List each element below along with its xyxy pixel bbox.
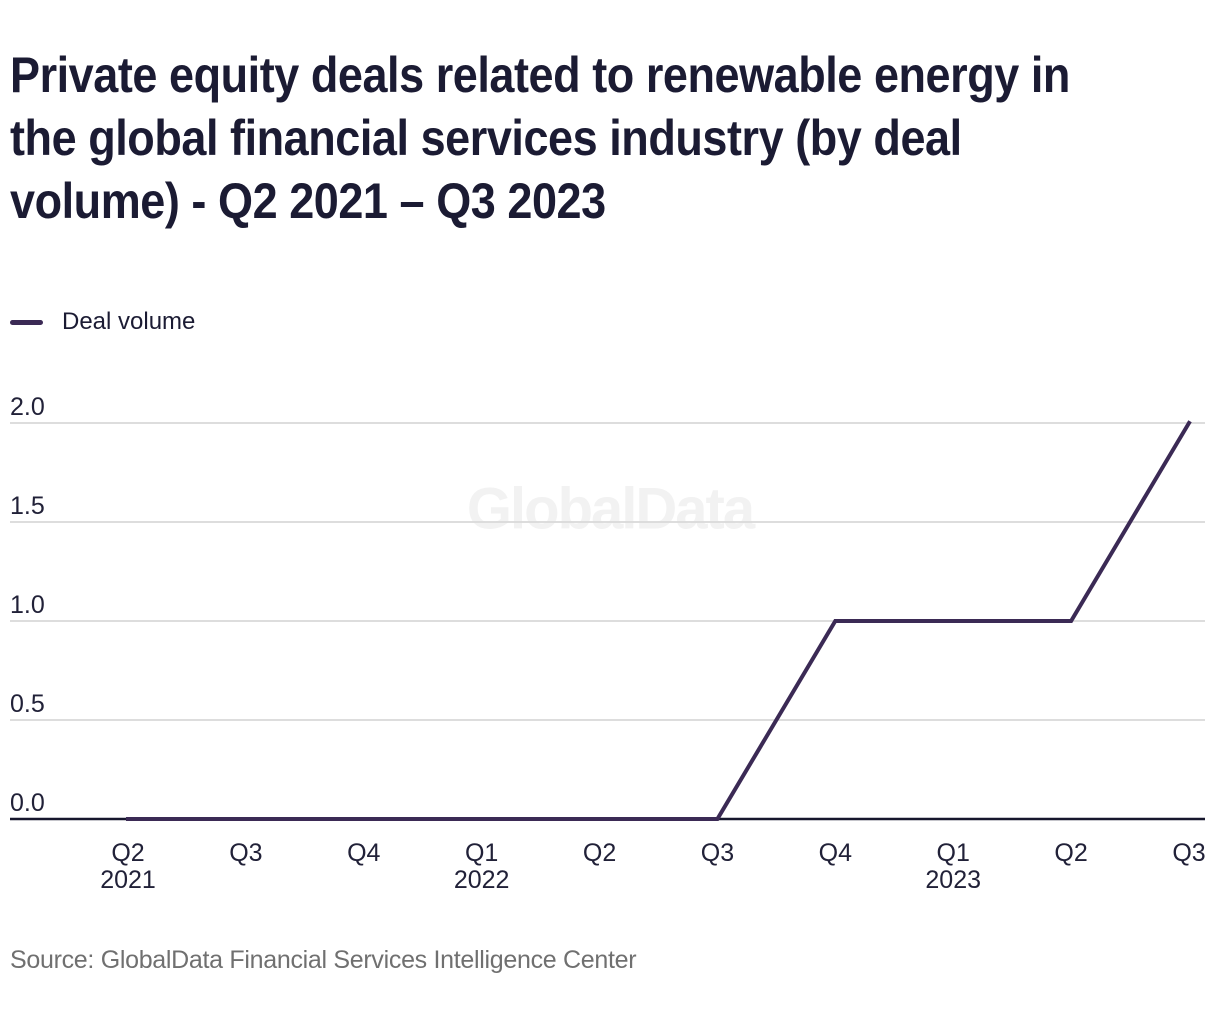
x-year-label: 2022 (454, 866, 510, 894)
y-tick-label: 0.0 (10, 789, 45, 817)
legend-line-swatch (10, 319, 43, 325)
deal-volume-line (126, 420, 1192, 821)
watermark: GlobalData (467, 477, 756, 542)
x-tick-label: Q4 (347, 839, 380, 867)
x-year-label: 2023 (925, 866, 981, 894)
y-tick-label: 0.5 (10, 690, 45, 718)
x-tick-label: Q1 (937, 839, 970, 867)
x-year-label: 2021 (100, 866, 156, 894)
y-tick-label: 1.0 (10, 591, 45, 619)
chart-title-line-3: volume) - Q2 2021 – Q3 2023 (10, 173, 606, 229)
x-tick-label: Q2 (1054, 839, 1087, 867)
x-tick-label: Q2 (583, 839, 616, 867)
chart-title: Private equity deals related to renewabl… (10, 44, 1070, 233)
x-tick-label: Q4 (819, 839, 852, 867)
x-tick-label: Q3 (1172, 839, 1205, 867)
x-tick-label: Q2 (111, 839, 144, 867)
chart-title-line-2: the global financial services industry (… (10, 110, 962, 166)
x-tick-label: Q3 (229, 839, 262, 867)
y-tick-label: 2.0 (10, 393, 45, 421)
y-tick-label: 1.5 (10, 492, 45, 520)
x-tick-label: Q3 (701, 839, 734, 867)
source-text: Source: GlobalData Financial Services In… (10, 946, 637, 974)
x-tick-label: Q1 (465, 839, 498, 867)
legend: Deal volume (10, 308, 195, 336)
legend-label: Deal volume (62, 308, 196, 335)
chart-title-line-1: Private equity deals related to renewabl… (10, 47, 1070, 103)
